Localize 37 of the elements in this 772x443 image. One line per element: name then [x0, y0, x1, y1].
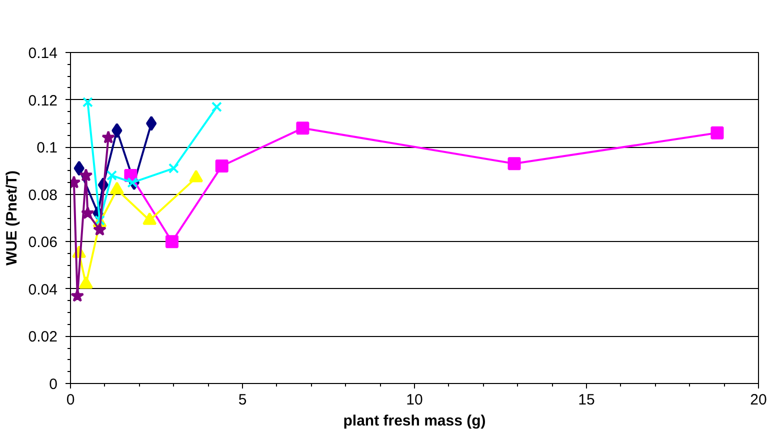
point — [189, 170, 204, 182]
x-tick-label: 10 — [406, 392, 423, 408]
point — [82, 96, 93, 108]
point — [710, 126, 724, 140]
x-tick-label: 20 — [750, 392, 767, 408]
point — [165, 235, 178, 248]
x-tick-label: 0 — [66, 392, 75, 408]
point — [70, 289, 84, 302]
point — [78, 276, 93, 289]
point — [112, 123, 122, 138]
x-axis-title: plant fresh mass (g) — [343, 412, 486, 430]
y-tick-label: 0.08 — [28, 186, 58, 204]
x-tick-label: 15 — [578, 392, 595, 408]
point — [74, 160, 84, 176]
y-tick-label: 0.14 — [28, 45, 58, 62]
point — [215, 159, 228, 172]
y-tick-label: 0.06 — [28, 234, 58, 252]
y-tick-label: 0 — [49, 376, 58, 393]
point — [508, 157, 521, 170]
y-tick-label: 0.02 — [28, 328, 58, 346]
point — [146, 116, 157, 131]
point — [106, 170, 118, 181]
point — [93, 222, 106, 236]
y-tick-label: 0.12 — [28, 92, 58, 110]
point — [80, 206, 94, 220]
y-axis-title: WUE (Pnet/T) — [3, 170, 20, 266]
point — [102, 130, 116, 144]
point — [296, 122, 310, 135]
point — [79, 168, 93, 182]
point — [127, 177, 138, 188]
point — [211, 102, 222, 112]
point — [110, 182, 124, 194]
y-tick-label: 0.04 — [28, 281, 58, 298]
point — [142, 212, 157, 225]
y-tick-label: 0.1 — [36, 140, 58, 157]
point — [168, 163, 179, 174]
x-tick-label: 5 — [238, 392, 247, 408]
